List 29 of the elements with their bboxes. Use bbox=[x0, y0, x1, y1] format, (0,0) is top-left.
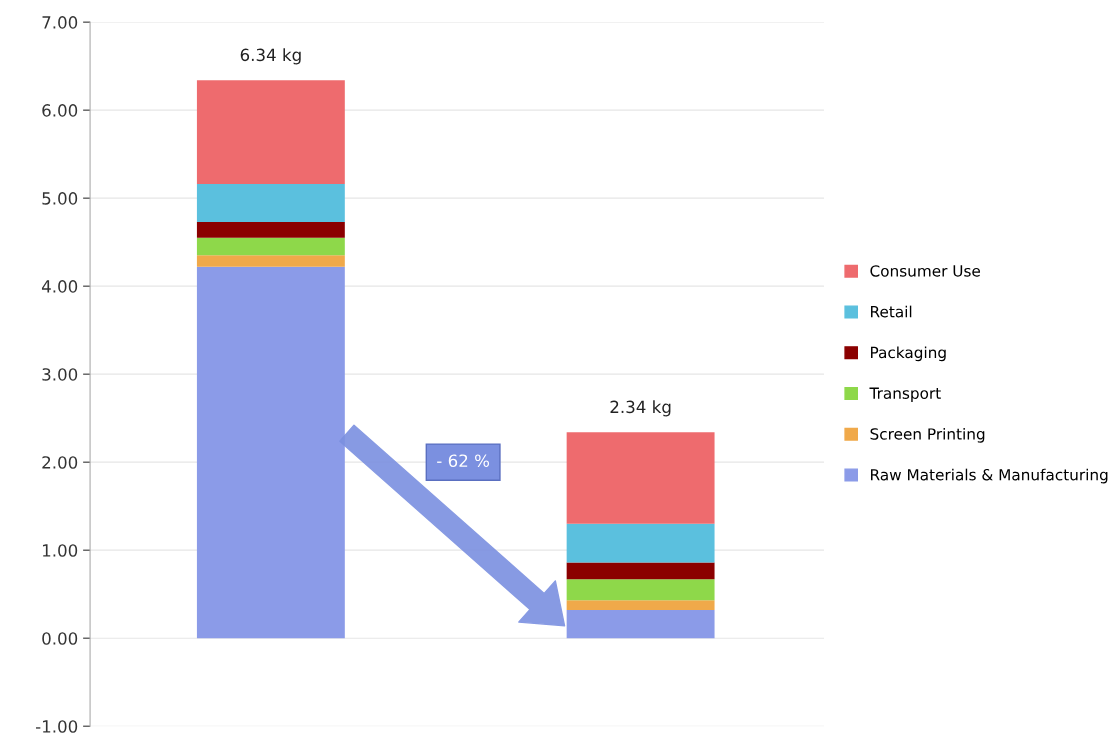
bar bbox=[196, 255, 345, 267]
y-tick-label: 2.00 bbox=[42, 456, 78, 469]
legend-label: Retail bbox=[871, 305, 912, 318]
bar bbox=[196, 184, 345, 222]
legend-label: Raw Materials & Manufacturing bbox=[871, 468, 1108, 484]
legend-label: Consumer Use bbox=[870, 265, 981, 277]
bar bbox=[566, 523, 715, 563]
bar bbox=[196, 221, 345, 238]
total-label: 6.34 kg bbox=[240, 48, 301, 65]
legend-label: Screen Printing bbox=[870, 427, 985, 443]
y-tick-label: 1.00 bbox=[42, 544, 78, 557]
bar bbox=[566, 432, 715, 524]
y-tick-label: 4.00 bbox=[41, 280, 78, 293]
annotation: - 62 % bbox=[437, 454, 490, 468]
legend-label: Packaging bbox=[871, 346, 946, 362]
y-tick-label: 0.00 bbox=[42, 632, 78, 645]
bar bbox=[566, 579, 715, 601]
bar bbox=[196, 80, 345, 185]
bar bbox=[566, 562, 715, 580]
y-tick-label: 6.00 bbox=[42, 104, 78, 117]
total-label: 2.34 kg bbox=[610, 400, 671, 417]
y-tick-label: 3.00 bbox=[42, 368, 78, 381]
y-tick-label: 7.00 bbox=[42, 16, 78, 29]
bar bbox=[566, 600, 715, 611]
legend-label: Transport bbox=[869, 387, 941, 402]
y-tick-label: 5.00 bbox=[42, 192, 78, 205]
bar bbox=[566, 610, 715, 639]
y-tick-label: -1.00 bbox=[35, 720, 78, 733]
bar bbox=[196, 237, 345, 256]
